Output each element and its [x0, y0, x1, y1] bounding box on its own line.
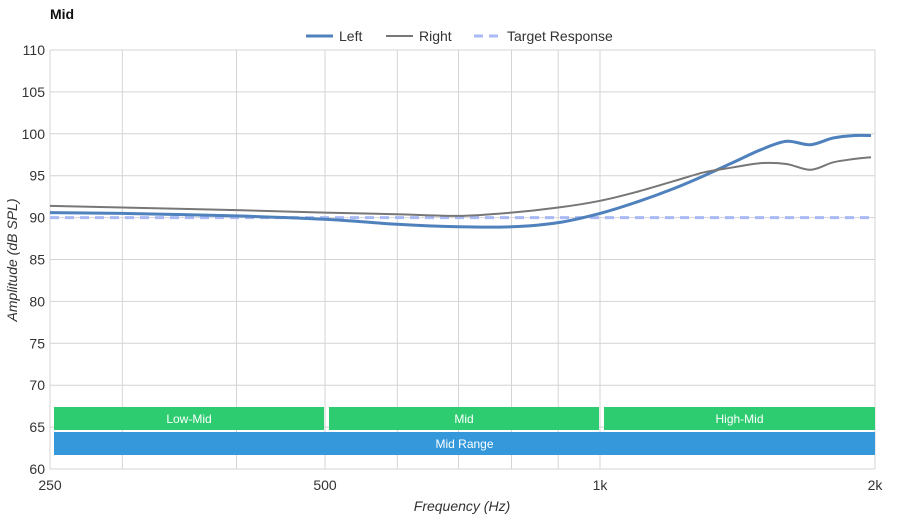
x-tick-label: 250	[38, 477, 62, 493]
x-tick-label: 1k	[593, 477, 609, 493]
frequency-band-bar	[329, 407, 599, 430]
frequency-band: Low-Mid	[54, 407, 324, 430]
y-tick-label: 90	[29, 210, 45, 226]
legend: Left Right Target Response	[306, 28, 613, 44]
frequency-band: Mid Range	[54, 432, 875, 455]
x-axis-label: Frequency (Hz)	[414, 498, 510, 514]
x-axis-ticks: 250 500 1k 2k	[38, 477, 883, 493]
legend-item: Right	[386, 28, 452, 44]
x-tick-label: 2k	[868, 477, 884, 493]
y-tick-label: 75	[29, 335, 45, 351]
y-tick-label: 100	[22, 126, 46, 142]
frequency-band-label: Low-Mid	[166, 412, 211, 426]
y-tick-label: 85	[29, 252, 45, 268]
frequency-bands: Low-Mid Mid High-Mid Mid Range	[54, 407, 875, 455]
y-axis-label: Amplitude (dB SPL)	[4, 199, 20, 323]
frequency-band-bar	[54, 407, 324, 430]
y-tick-label: 80	[29, 293, 45, 309]
y-tick-label: 110	[23, 42, 46, 58]
frequency-band-label: High-Mid	[715, 412, 763, 426]
y-tick-label: 65	[29, 419, 45, 435]
grid	[49, 49, 876, 470]
y-tick-label: 105	[22, 84, 46, 100]
legend-item: Target Response	[474, 28, 613, 44]
y-tick-label: 70	[29, 377, 45, 393]
chart-title: Mid	[50, 6, 74, 22]
frequency-band-bar	[604, 407, 875, 430]
frequency-band: High-Mid	[604, 407, 875, 430]
legend-label: Left	[339, 28, 362, 44]
legend-label: Target Response	[507, 28, 613, 44]
series-lines	[49, 133, 872, 229]
frequency-band: Mid	[329, 407, 599, 430]
x-tick-label: 500	[313, 477, 337, 493]
series-line-right	[49, 156, 872, 217]
frequency-band-label: Mid Range	[435, 437, 493, 451]
legend-item: Left	[306, 28, 362, 44]
frequency-band-bar	[54, 432, 875, 455]
series-line-left	[49, 133, 872, 229]
y-tick-label: 60	[29, 461, 45, 477]
frequency-band-label: Mid	[454, 412, 473, 426]
legend-label: Right	[419, 28, 452, 44]
y-axis-ticks: 60 65 70 75 80 85 90 95 100 105 110	[22, 42, 46, 477]
y-tick-label: 95	[29, 168, 45, 184]
